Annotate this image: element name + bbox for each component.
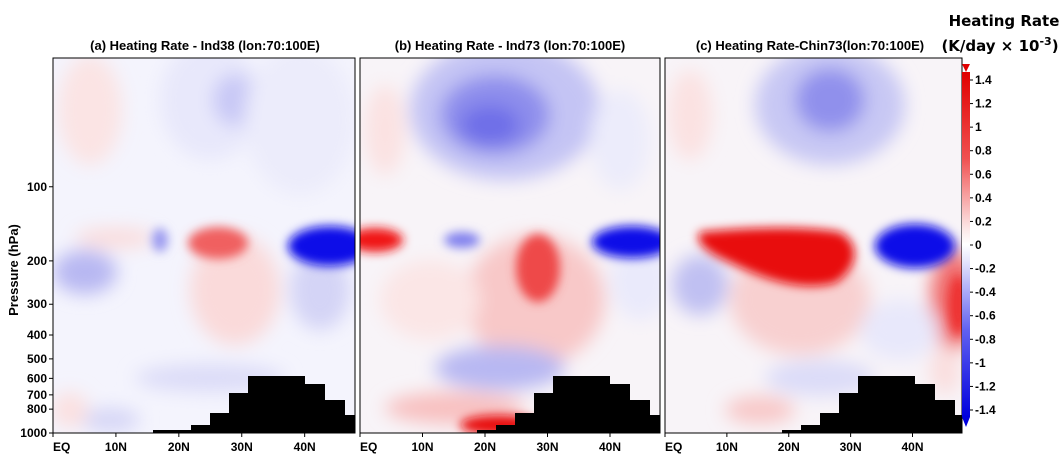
y-tick-label: 600	[27, 371, 47, 385]
x-tick-label: 20N	[778, 440, 800, 454]
panel-a: (a) Heating Rate - Ind38 (lon:70:100E)	[52, 38, 356, 434]
colorbar-top-arrow	[962, 64, 970, 72]
y-tick-label: 1000	[20, 426, 47, 440]
y-tick-label: 100	[27, 180, 47, 194]
colorbar-tick-label: -0.2	[975, 262, 996, 276]
y-tick-label: 200	[27, 254, 47, 268]
x-tick-label: 10N	[411, 440, 433, 454]
colorbar-tick-label: -1.2	[975, 379, 996, 393]
colorbar-tick-label: -0.6	[975, 309, 996, 323]
y-axis-label: Pressure (hPa)	[6, 224, 21, 316]
colorbar-tick-label: 1.4	[975, 73, 992, 87]
x-tick-label: 40N	[294, 440, 316, 454]
x-axes: EQ 10N 20N 30N 40N EQ 10N 20N 30N 40N EQ 10N 20N 30N 4…	[52, 433, 924, 454]
x-tick-label: 30N	[231, 440, 253, 454]
panel-c-terrain	[782, 376, 962, 433]
x-tick-label: 30N	[840, 440, 862, 454]
x-tick-label: EQ	[360, 440, 377, 454]
colorbar-title-line1: Heating Rate	[949, 12, 1060, 30]
panel-b: (b) Heating Rate - Ind73 (lon:70:100E)	[359, 38, 661, 434]
x-tick-label: 30N	[536, 440, 558, 454]
colorbar-tick-label: 1	[975, 120, 982, 134]
colorbar-tick-label: 0.6	[975, 167, 992, 181]
colorbar-labels: 1.4 1.2 1 0.8 0.6 0.4 0.2 0 -0.2 -0.4 -0.6 -0.8 -1 -1…	[970, 73, 996, 417]
panel-c-field	[668, 58, 962, 433]
x-tick-label: 40N	[901, 440, 923, 454]
colorbar-tick-label: -1.4	[975, 403, 996, 417]
x-tick-label: 20N	[474, 440, 496, 454]
colorbar-tick-label: 0.4	[975, 191, 992, 205]
colorbar-tick-label: -0.4	[975, 285, 996, 299]
colorbar-tick-label: -0.8	[975, 332, 996, 346]
colorbar-tick-label: 0.8	[975, 144, 992, 158]
y-tick-label: 700	[27, 388, 47, 402]
panel-c-title: (c) Heating Rate-Chin73(lon:70:100E)	[696, 38, 924, 53]
colorbar-bar	[962, 72, 970, 417]
panel-a-frame	[52, 57, 356, 434]
colorbar-tick-label: 0	[975, 238, 982, 252]
panel-b-terrain	[477, 376, 660, 433]
y-tick-label: 300	[27, 297, 47, 311]
x-tick-label: 20N	[168, 440, 190, 454]
panel-b-frame	[359, 57, 661, 434]
y-tick-label: 800	[27, 402, 47, 416]
panel-b-field	[360, 58, 660, 433]
colorbar-tick-label: 0.2	[975, 214, 992, 228]
colorbar-tick-label: 1.2	[975, 97, 992, 111]
colorbar-tick-label: -1	[975, 356, 986, 370]
panel-a-field	[53, 58, 355, 433]
x-tick-label: 10N	[716, 440, 738, 454]
x-tick-label: 40N	[599, 440, 621, 454]
panel-c: (c) Heating Rate-Chin73(lon:70:100E)	[664, 38, 963, 434]
panel-b-title: (b) Heating Rate - Ind73 (lon:70:100E)	[395, 38, 625, 53]
panel-a-title: (a) Heating Rate - Ind38 (lon:70:100E)	[90, 38, 320, 53]
colorbar: Heating Rate (K/day × 10-3) 1.4 1.2 1 0.8 0.…	[941, 12, 1059, 427]
colorbar-bottom-arrow	[962, 417, 970, 427]
y-tick-label: 500	[27, 352, 47, 366]
x-tick-label: EQ	[53, 440, 70, 454]
panel-a-terrain	[153, 376, 355, 433]
colorbar-title-line2: (K/day × 10-3)	[941, 35, 1058, 55]
x-tick-label: EQ	[665, 440, 682, 454]
x-tick-label: 10N	[105, 440, 127, 454]
y-tick-label: 400	[27, 328, 47, 342]
